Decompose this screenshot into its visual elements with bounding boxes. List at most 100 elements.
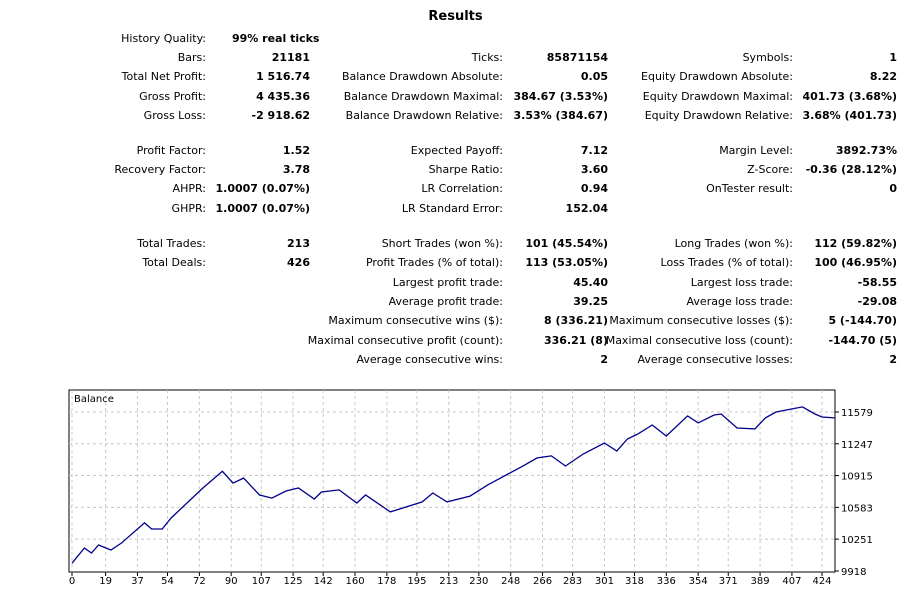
x-tick-label: 283 (563, 576, 582, 587)
stat-value: 0 (889, 182, 897, 195)
stat-value: 213 (287, 237, 310, 250)
stat-label: Z-Score: (747, 163, 793, 176)
stat-label: Bars: (177, 51, 206, 64)
stat-label: LR Standard Error: (401, 202, 503, 215)
stat-value: 1.52 (282, 144, 310, 157)
x-tick-label: 19 (99, 576, 112, 587)
stat-value: 45.40 (573, 276, 608, 289)
stat-value: 3.78 (282, 163, 310, 176)
stat-label: Recovery Factor: (114, 163, 206, 176)
stat-label: Average consecutive wins: (356, 353, 503, 366)
stat-label: Total Net Profit: (121, 70, 206, 83)
stat-value: -0.36 (28.12%) (805, 163, 897, 176)
x-tick-label: 142 (314, 576, 333, 587)
stat-value: 4 435.36 (256, 90, 310, 103)
stat-label: GHPR: (171, 202, 206, 215)
stat-value: 426 (287, 256, 310, 269)
stat-label: Profit Factor: (136, 144, 206, 157)
stat-label: Sharpe Ratio: (428, 163, 503, 176)
stat-value: 1 516.74 (256, 70, 310, 83)
stat-label: Average loss trade: (686, 295, 793, 308)
x-tick-label: 0 (69, 576, 75, 587)
stat-label: Maximum consecutive losses ($): (609, 314, 793, 327)
stat-value: 112 (59.82%) (814, 237, 897, 250)
stat-label: Profit Trades (% of total): (365, 256, 503, 269)
balance-line (71, 406, 835, 564)
x-tick-label: 248 (501, 576, 520, 587)
x-tick-label: 160 (345, 576, 364, 587)
x-tick-label: 336 (657, 576, 676, 587)
stat-value: -144.70 (5) (828, 334, 897, 347)
stat-label: Average profit trade: (388, 295, 503, 308)
stat-label: Gross Profit: (139, 90, 206, 103)
stat-label: Average consecutive losses: (637, 353, 793, 366)
stat-value: 5 (-144.70) (828, 314, 897, 327)
stat-value: 113 (53.05%) (525, 256, 608, 269)
x-tick-label: 125 (284, 576, 303, 587)
x-tick-label: 178 (377, 576, 396, 587)
stat-value: -29.08 (857, 295, 897, 308)
stat-label: Loss Trades (% of total): (660, 256, 793, 269)
x-tick-label: 266 (533, 576, 552, 587)
stat-label: Ticks: (471, 51, 503, 64)
x-tick-label: 195 (407, 576, 426, 587)
stat-value: 384.67 (3.53%) (513, 90, 609, 103)
stat-label: LR Correlation: (421, 182, 503, 195)
x-tick-label: 37 (131, 576, 144, 587)
stat-value: 336.21 (8) (544, 334, 608, 347)
y-tick-label: 10583 (841, 503, 873, 514)
results-title: Results (428, 9, 483, 24)
stat-label: Maximal consecutive profit (count): (307, 334, 503, 347)
x-tick-label: 318 (625, 576, 644, 587)
stat-value: 3.53% (384.67) (513, 109, 609, 122)
x-tick-label: 213 (439, 576, 458, 587)
stat-label: Largest loss trade: (690, 276, 793, 289)
x-tick-label: 90 (225, 576, 238, 587)
plot-area (68, 389, 836, 573)
x-tick-label: 354 (689, 576, 708, 587)
legend-label: Balance (74, 394, 114, 405)
stat-value: 3892.73% (835, 144, 897, 157)
y-tick-label: 10915 (841, 472, 873, 483)
x-tick-label: 54 (161, 576, 174, 587)
stat-label: OnTester result: (706, 182, 793, 195)
stat-value: 401.73 (3.68%) (802, 90, 898, 103)
stat-value: 0.94 (580, 182, 608, 195)
y-tick-label: 11579 (841, 408, 873, 419)
stat-label: AHPR: (172, 182, 206, 195)
x-tick-label: 424 (812, 576, 831, 587)
stat-value: -58.55 (857, 276, 897, 289)
y-tick-label: 10251 (841, 535, 873, 546)
stat-label: Equity Drawdown Maximal: (642, 90, 793, 103)
history-quality-label: History Quality: (121, 32, 206, 45)
stat-label: Maximal consecutive loss (count): (605, 334, 793, 347)
stat-label: Total Deals: (142, 256, 206, 269)
x-tick-label: 407 (782, 576, 801, 587)
stat-label: Balance Drawdown Maximal: (343, 90, 503, 103)
stat-label: Equity Drawdown Absolute: (641, 70, 793, 83)
x-tick-label: 72 (193, 576, 206, 587)
stat-value: 85871154 (546, 51, 608, 64)
stat-value: 39.25 (573, 295, 608, 308)
stat-value: 21181 (271, 51, 310, 64)
stat-value: 1 (889, 51, 897, 64)
stat-value: 3.68% (401.73) (802, 109, 898, 122)
x-tick-label: 389 (751, 576, 770, 587)
history-quality-value: 99% real ticks (232, 32, 320, 45)
stat-label: Balance Drawdown Absolute: (341, 70, 503, 83)
stat-label: Largest profit trade: (392, 276, 503, 289)
x-tick-label: 371 (719, 576, 738, 587)
stat-value: 1.0007 (0.07%) (215, 202, 311, 215)
stat-value: 0.05 (580, 70, 608, 83)
stat-label: Total Trades: (137, 237, 206, 250)
stat-value: 8.22 (869, 70, 897, 83)
y-tick-label: 11247 (841, 440, 873, 451)
stat-label: Balance Drawdown Relative: (345, 109, 503, 122)
stat-value: 100 (46.95%) (814, 256, 897, 269)
stat-value: 8 (336.21) (544, 314, 608, 327)
stat-label: Expected Payoff: (410, 144, 503, 157)
stat-label: Maximum consecutive wins ($): (328, 314, 503, 327)
stat-value: -2 918.62 (251, 109, 311, 122)
stat-label: Equity Drawdown Relative: (644, 109, 793, 122)
x-tick-label: 301 (595, 576, 614, 587)
